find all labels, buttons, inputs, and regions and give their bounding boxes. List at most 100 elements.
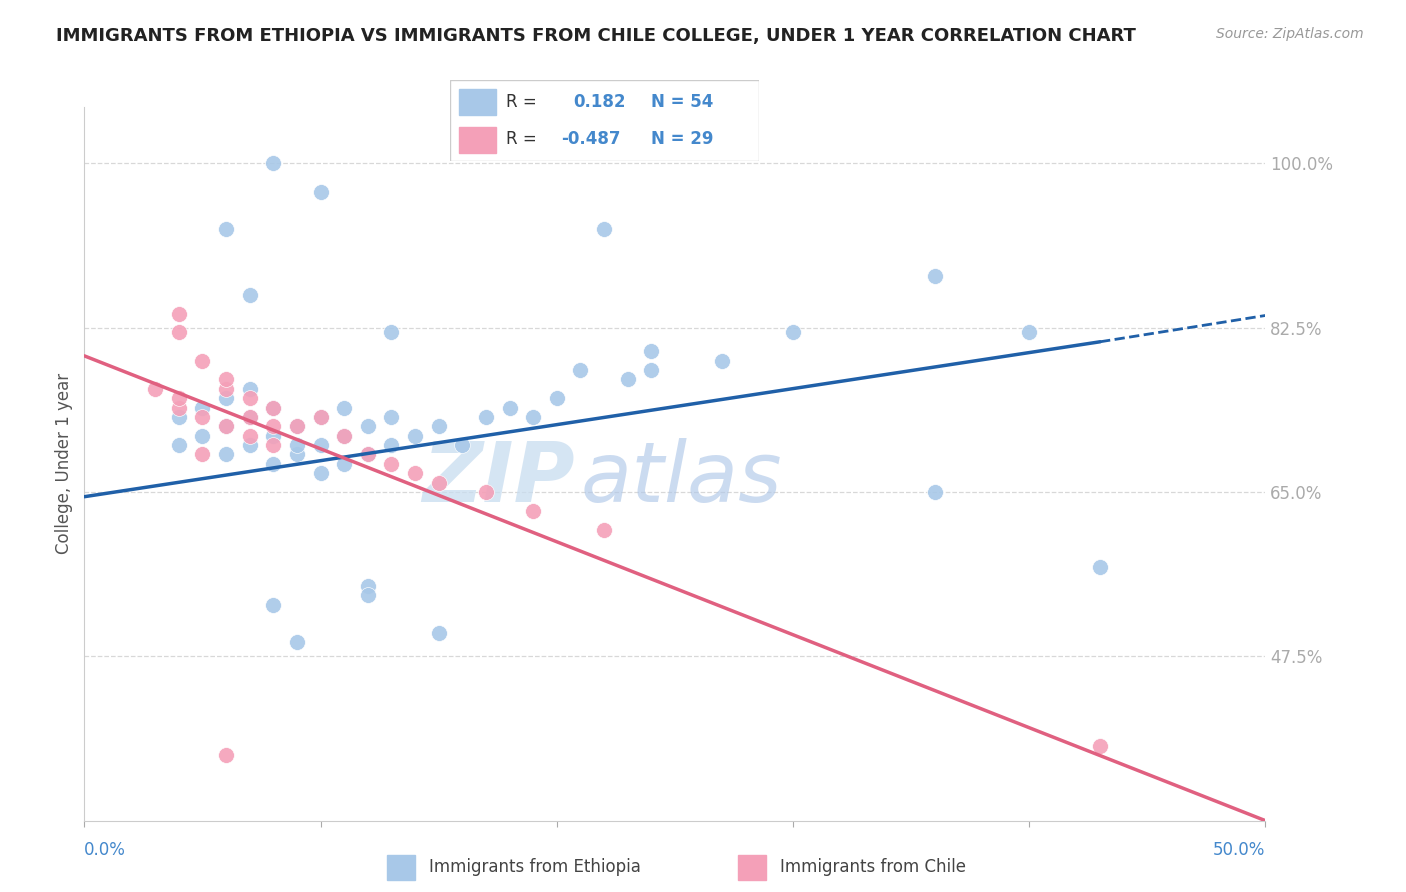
Point xyxy=(357,447,380,461)
Point xyxy=(262,428,284,442)
Point xyxy=(239,288,262,302)
Point xyxy=(285,447,308,461)
Point xyxy=(167,307,190,321)
Point xyxy=(475,485,498,500)
Text: IMMIGRANTS FROM ETHIOPIA VS IMMIGRANTS FROM CHILE COLLEGE, UNDER 1 YEAR CORRELAT: IMMIGRANTS FROM ETHIOPIA VS IMMIGRANTS F… xyxy=(56,27,1136,45)
Point xyxy=(404,428,426,442)
Point xyxy=(262,598,284,612)
Point xyxy=(215,419,238,434)
Point xyxy=(262,401,284,415)
Point xyxy=(309,409,332,424)
Point xyxy=(333,401,356,415)
Point xyxy=(309,438,332,452)
Point xyxy=(239,409,262,424)
Point xyxy=(191,409,214,424)
Point xyxy=(357,447,380,461)
Point xyxy=(924,485,946,500)
Point xyxy=(380,438,402,452)
Point xyxy=(404,467,426,481)
Bar xyxy=(387,855,415,880)
Point xyxy=(262,438,284,452)
Point xyxy=(616,372,638,386)
Point xyxy=(357,588,380,602)
Bar xyxy=(460,127,496,153)
Text: N = 29: N = 29 xyxy=(651,130,713,148)
Point xyxy=(782,326,804,340)
Text: ZIP: ZIP xyxy=(422,438,575,518)
Point xyxy=(451,438,474,452)
Point xyxy=(191,401,214,415)
Point xyxy=(167,391,190,405)
Point xyxy=(333,457,356,471)
Point xyxy=(569,363,592,377)
Point xyxy=(640,344,662,359)
Point xyxy=(239,409,262,424)
Bar xyxy=(738,855,766,880)
Point xyxy=(546,391,568,405)
Point xyxy=(380,457,402,471)
Point xyxy=(262,419,284,434)
Point xyxy=(309,185,332,199)
Point xyxy=(593,222,616,236)
Point xyxy=(167,438,190,452)
Point xyxy=(239,438,262,452)
Point xyxy=(498,401,520,415)
Point xyxy=(285,419,308,434)
Point xyxy=(143,382,166,396)
Point xyxy=(427,475,450,490)
Point xyxy=(640,363,662,377)
Point xyxy=(357,579,380,593)
Point xyxy=(215,222,238,236)
Point xyxy=(522,504,544,518)
Point xyxy=(333,428,356,442)
Point xyxy=(380,326,402,340)
Point xyxy=(215,419,238,434)
Bar xyxy=(460,89,496,115)
Point xyxy=(167,326,190,340)
Point xyxy=(239,382,262,396)
Point xyxy=(191,447,214,461)
Point xyxy=(191,353,214,368)
Point xyxy=(285,419,308,434)
Point xyxy=(309,467,332,481)
Text: 0.182: 0.182 xyxy=(574,93,626,111)
Point xyxy=(475,409,498,424)
Point xyxy=(215,747,238,762)
Point xyxy=(262,156,284,170)
Point xyxy=(262,401,284,415)
Point xyxy=(427,419,450,434)
Text: N = 54: N = 54 xyxy=(651,93,713,111)
Point xyxy=(711,353,734,368)
Point xyxy=(1018,326,1040,340)
Point xyxy=(239,428,262,442)
Text: R =: R = xyxy=(506,93,536,111)
Point xyxy=(239,391,262,405)
Point xyxy=(427,625,450,640)
Point xyxy=(1088,739,1111,753)
Point xyxy=(215,382,238,396)
Text: Source: ZipAtlas.com: Source: ZipAtlas.com xyxy=(1216,27,1364,41)
Text: 0.0%: 0.0% xyxy=(84,841,127,859)
Point xyxy=(380,409,402,424)
Text: atlas: atlas xyxy=(581,438,782,518)
Text: Immigrants from Ethiopia: Immigrants from Ethiopia xyxy=(429,858,641,877)
Point xyxy=(285,438,308,452)
Y-axis label: College, Under 1 year: College, Under 1 year xyxy=(55,373,73,555)
Point xyxy=(522,409,544,424)
Point xyxy=(215,391,238,405)
Point xyxy=(309,409,332,424)
Point xyxy=(262,457,284,471)
Point xyxy=(593,523,616,537)
Text: Immigrants from Chile: Immigrants from Chile xyxy=(780,858,966,877)
Point xyxy=(924,268,946,283)
Point xyxy=(167,401,190,415)
Point xyxy=(285,635,308,649)
Text: R =: R = xyxy=(506,130,536,148)
Point xyxy=(215,447,238,461)
Point xyxy=(357,419,380,434)
Point xyxy=(1088,560,1111,574)
Point xyxy=(191,428,214,442)
FancyBboxPatch shape xyxy=(450,80,759,161)
Point xyxy=(333,428,356,442)
Point xyxy=(167,409,190,424)
